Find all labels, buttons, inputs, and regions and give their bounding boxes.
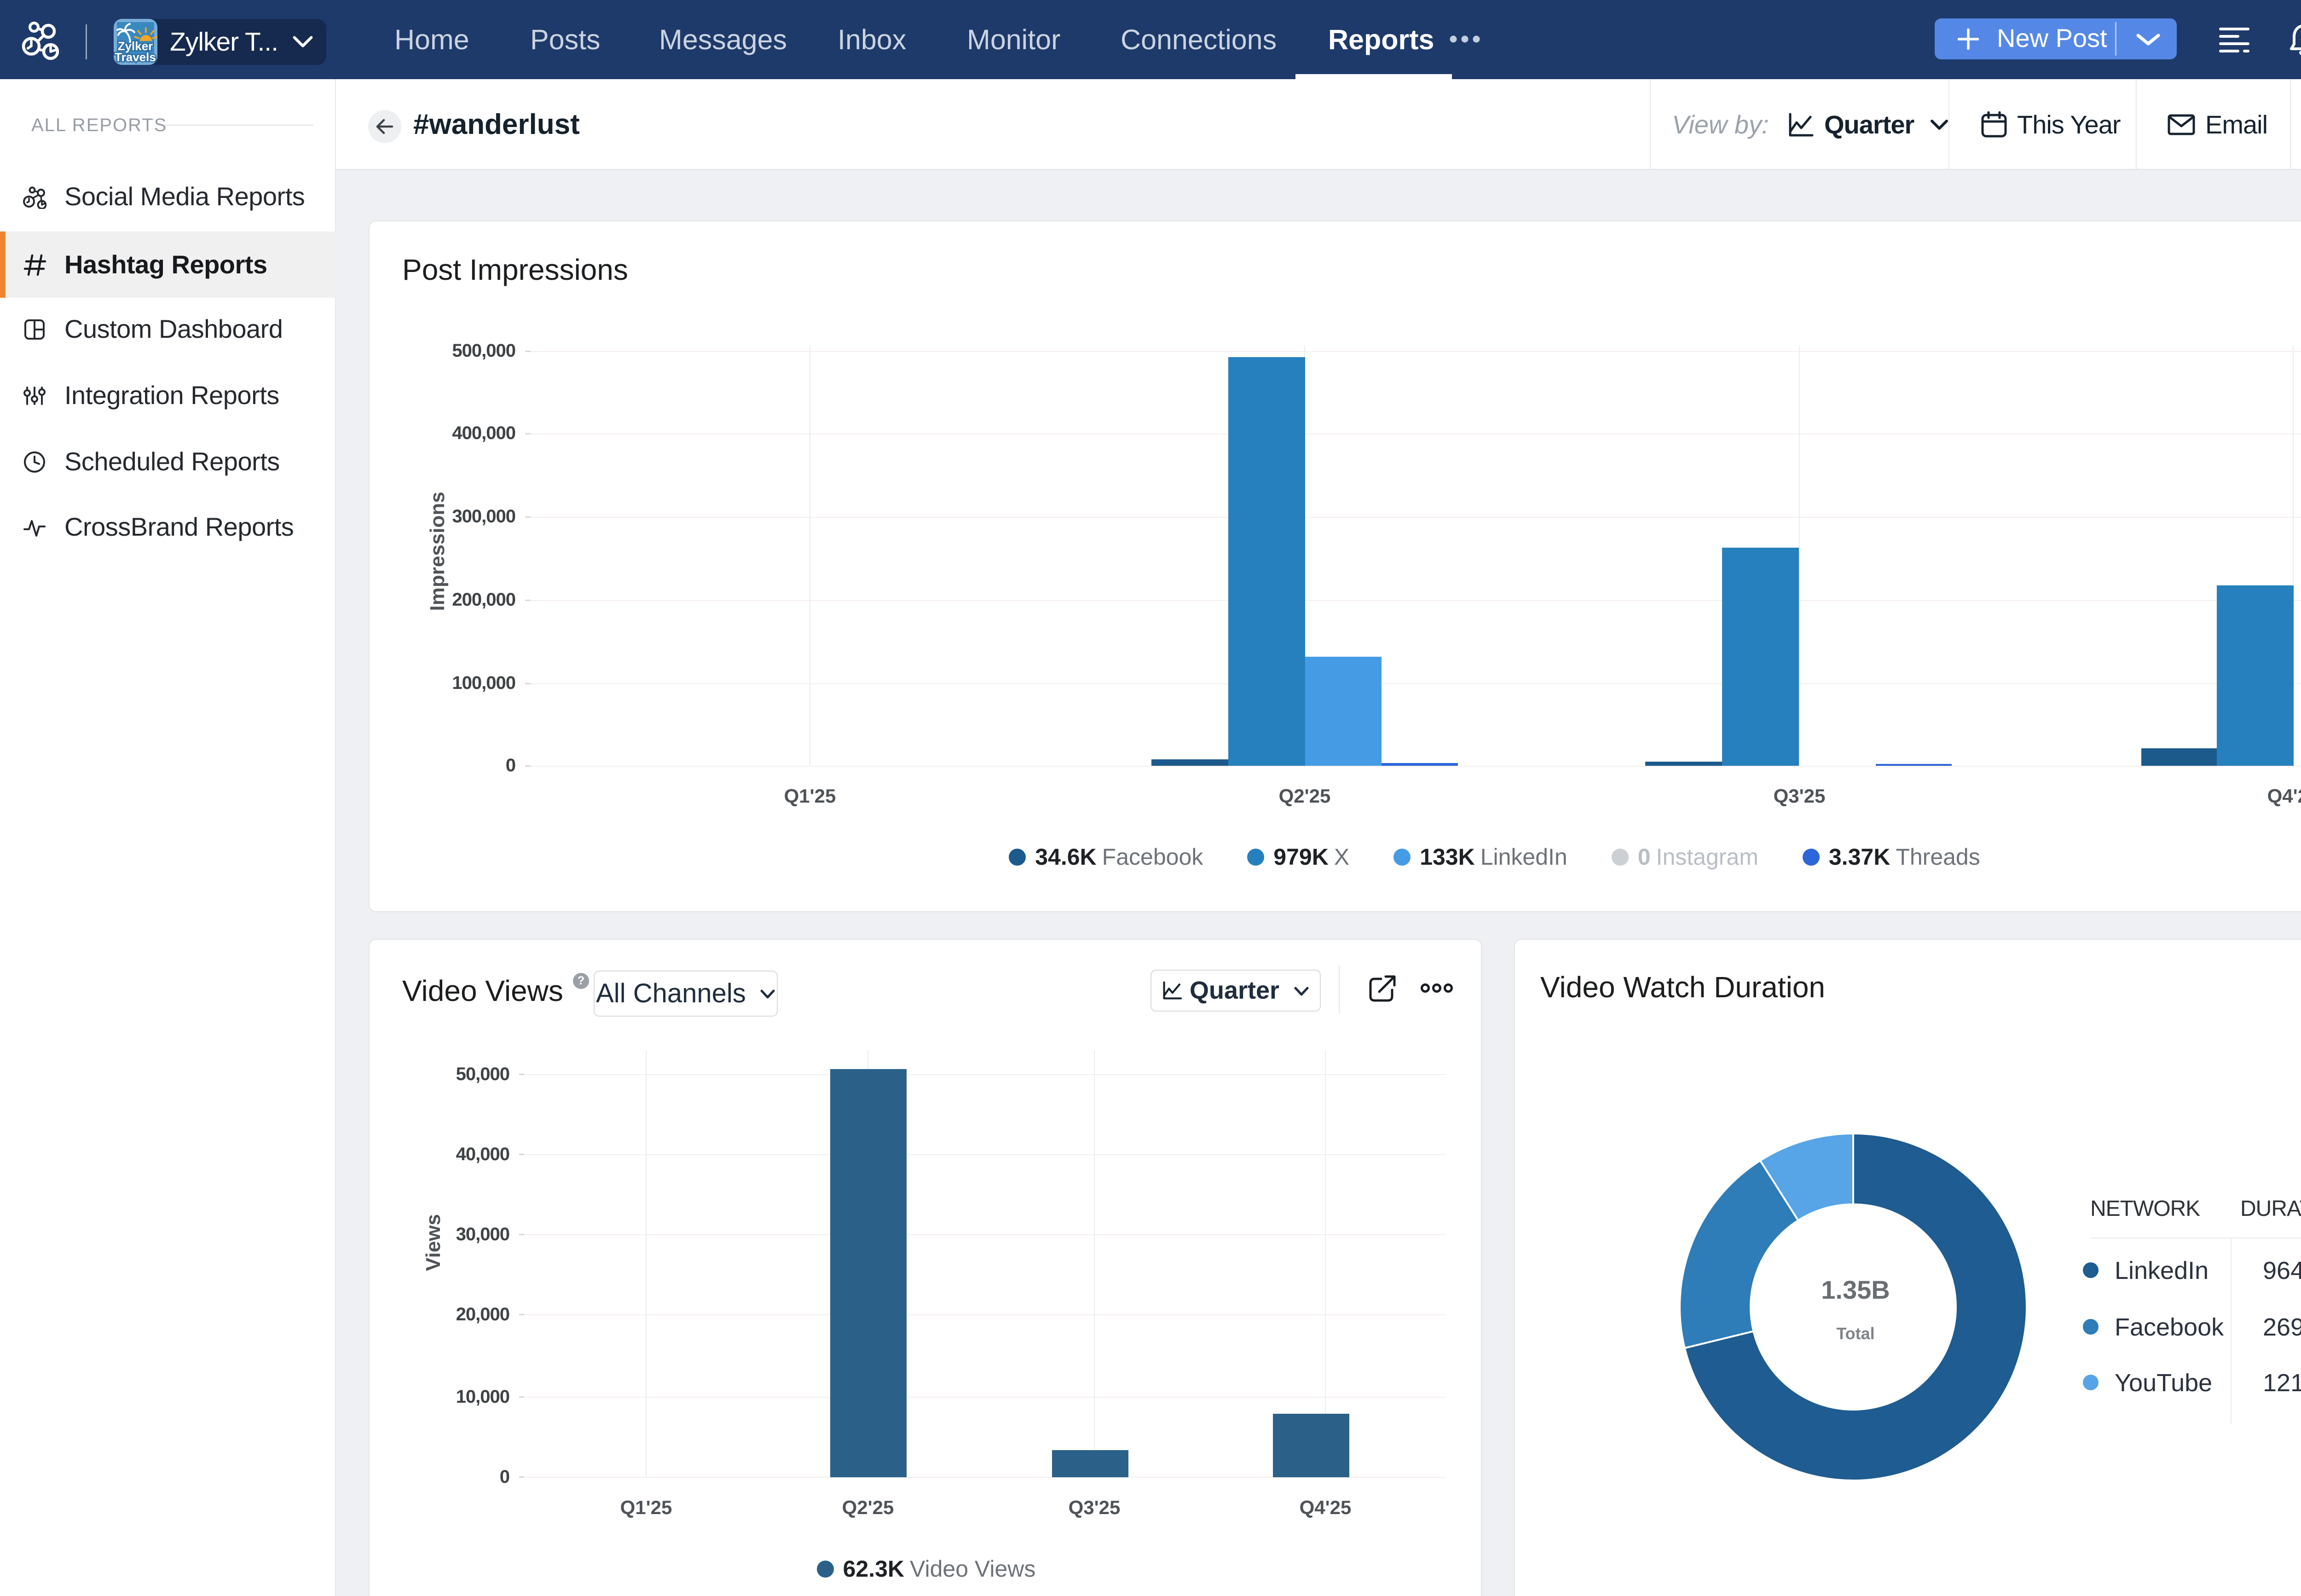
- svg-text:Travels: Travels: [115, 50, 156, 64]
- svg-text:Zylker: Zylker: [118, 39, 153, 53]
